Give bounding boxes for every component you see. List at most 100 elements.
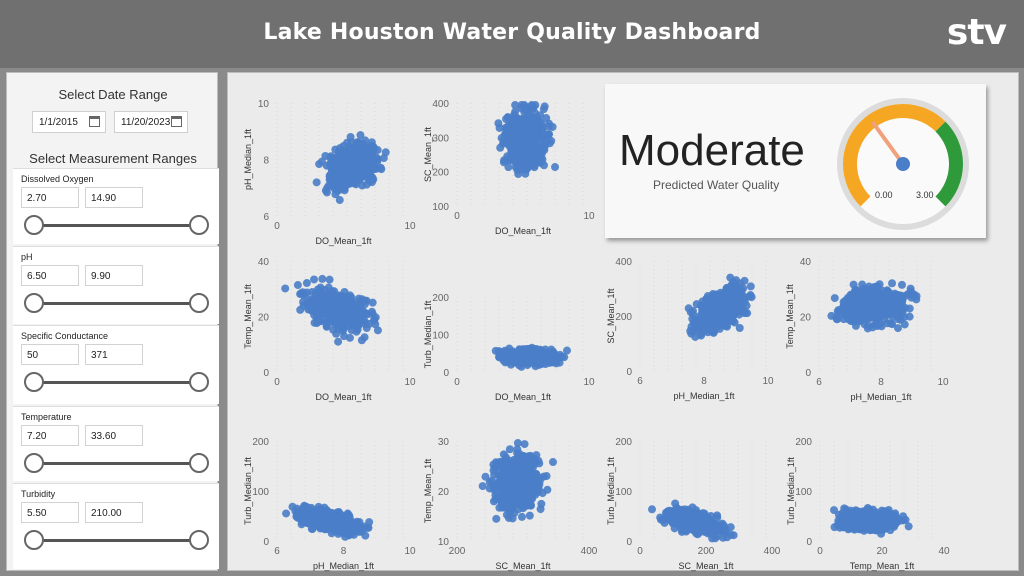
- scatter-point: [877, 322, 886, 331]
- x-tick-label: 6: [816, 377, 822, 388]
- scatter-point: [314, 296, 323, 305]
- slicer-max-input[interactable]: 33.60: [85, 425, 143, 446]
- slicer-max-input[interactable]: 9.90: [85, 265, 143, 286]
- scatter-point: [500, 497, 509, 506]
- slicer-max-handle[interactable]: [189, 293, 209, 313]
- start-date-input[interactable]: 1/1/2015: [32, 111, 106, 133]
- slicer-min-handle[interactable]: [24, 453, 44, 473]
- y-tick-label: 100: [432, 202, 449, 213]
- scatter-point: [523, 159, 532, 168]
- scatter-point: [312, 306, 321, 315]
- water-quality-caption: Predicted Water Quality: [653, 178, 780, 192]
- scatter-point: [511, 163, 520, 172]
- scatter-point: [888, 279, 897, 288]
- scatter-point: [343, 138, 352, 147]
- scatter-point: [523, 147, 532, 156]
- end-date-value: 11/20/2023: [121, 117, 171, 128]
- slicer-min-input[interactable]: 5.50: [21, 502, 79, 523]
- slicer-temperature: Temperature 7.20 33.60: [13, 406, 219, 481]
- end-date-input[interactable]: 11/20/2023: [114, 111, 188, 133]
- x-axis-label: pH_Median_1ft: [313, 561, 375, 571]
- calendar-icon[interactable]: [171, 116, 182, 127]
- scatter-point: [282, 509, 291, 518]
- scatter-point: [358, 160, 367, 169]
- scatter-point: [711, 534, 720, 543]
- slicer-min-input[interactable]: 6.50: [21, 265, 79, 286]
- y-tick-label: 30: [438, 437, 450, 448]
- scatter-point: [348, 176, 357, 185]
- scatter-point: [368, 298, 377, 307]
- scatter-point: [672, 515, 681, 524]
- scatter-point: [544, 130, 553, 139]
- scatter-point: [500, 352, 509, 361]
- slicer-max-handle[interactable]: [189, 530, 209, 550]
- y-tick-label: 8: [263, 156, 269, 167]
- y-tick-label: 200: [432, 293, 449, 304]
- scatter-point: [900, 320, 909, 329]
- slicer-max-handle[interactable]: [189, 453, 209, 473]
- scatter-point: [874, 296, 883, 305]
- slicer-turbidity: Turbidity 5.50 210.00: [13, 483, 219, 569]
- scatter-point: [360, 316, 369, 325]
- y-tick-label: 100: [432, 331, 449, 342]
- scatter-point: [508, 150, 517, 159]
- scatter-point: [369, 164, 378, 173]
- calendar-icon[interactable]: [89, 116, 100, 127]
- slicer-max-input[interactable]: 371: [85, 344, 143, 365]
- y-tick-label: 100: [795, 487, 812, 498]
- slicer-max-input[interactable]: 14.90: [85, 187, 143, 208]
- x-tick-label: 400: [581, 546, 598, 557]
- scatter-point: [361, 531, 370, 540]
- scatter-point: [528, 120, 537, 129]
- slicer-label: Specific Conductance: [21, 331, 109, 341]
- scatter-point: [320, 523, 329, 532]
- scatter-point: [346, 319, 355, 328]
- scatter-point: [337, 315, 346, 324]
- y-tick-label: 40: [258, 257, 270, 268]
- slicer-min-handle[interactable]: [24, 293, 44, 313]
- scatter-point: [511, 466, 520, 475]
- gauge-max-label: 3.00: [916, 190, 934, 200]
- y-tick-label: 100: [252, 487, 269, 498]
- scatter-point: [505, 445, 514, 454]
- x-axis-label: pH_Median_1ft: [673, 391, 735, 401]
- scatter-point: [827, 311, 836, 320]
- scatter-point: [901, 291, 910, 300]
- scatter-point: [511, 156, 520, 165]
- slicer-min-handle[interactable]: [24, 372, 44, 392]
- scatter-point: [499, 158, 508, 167]
- scatter-point: [530, 141, 539, 150]
- slicer-min-input[interactable]: 50: [21, 344, 79, 365]
- x-tick-label: 20: [876, 546, 888, 557]
- slicer-track: [33, 224, 203, 227]
- scatter-point: [293, 281, 302, 290]
- scatter-point: [322, 188, 331, 197]
- slicer-min-input[interactable]: 7.20: [21, 425, 79, 446]
- y-tick-label: 0: [263, 537, 269, 548]
- scatter-point: [680, 517, 689, 526]
- slicer-max-handle[interactable]: [189, 372, 209, 392]
- slicer-max-handle[interactable]: [189, 215, 209, 235]
- slicer-min-handle[interactable]: [24, 215, 44, 235]
- scatter-point: [648, 505, 657, 514]
- slicer-min-handle[interactable]: [24, 530, 44, 550]
- scatter-point: [529, 104, 538, 113]
- x-tick-label: 6: [637, 376, 643, 387]
- scatter-point: [730, 294, 739, 303]
- scatter-point: [849, 512, 858, 521]
- x-tick-label: 8: [341, 546, 347, 557]
- scatter-point: [513, 130, 522, 139]
- scatter-point: [537, 499, 546, 508]
- slicer-max-input[interactable]: 210.00: [85, 502, 143, 523]
- scatter-point: [514, 358, 523, 367]
- scatter-point: [310, 275, 319, 284]
- scatter-point: [532, 451, 541, 460]
- scatter-point: [884, 505, 893, 514]
- scatter-point: [498, 487, 507, 496]
- x-tick-label: 200: [449, 546, 466, 557]
- slicer-min-input[interactable]: 2.70: [21, 187, 79, 208]
- scatter-point: [503, 124, 512, 133]
- y-tick-label: 0: [805, 368, 811, 379]
- scatter-point: [340, 167, 349, 176]
